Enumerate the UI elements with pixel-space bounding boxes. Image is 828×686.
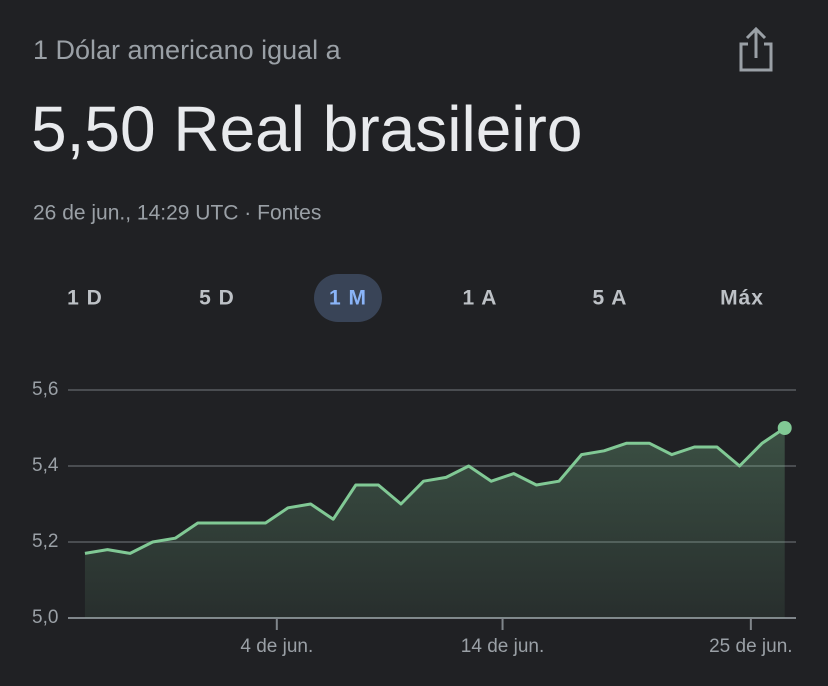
tab[interactable]: 1 M — [314, 274, 382, 322]
tab-label: 1 M — [329, 287, 367, 310]
x-tick-label: 25 de jun. — [709, 636, 792, 657]
share-box — [739, 42, 773, 72]
tab-label: Máx — [720, 287, 764, 310]
tab[interactable]: 5 D — [199, 287, 235, 310]
timestamp: 26 de jun., 14:29 UTC · Fontes — [33, 202, 321, 225]
y-tick-label: 5,0 — [32, 607, 58, 628]
subtitle: 1 Dólar americano igual a — [33, 35, 342, 65]
x-tick-label: 14 de jun. — [461, 636, 544, 657]
share-button[interactable] — [739, 26, 773, 72]
line — [84, 426, 786, 555]
range-tabs: 1 D 5 D 1 M 1 A 5 A Máx — [67, 274, 764, 322]
tab[interactable]: Máx — [720, 287, 764, 310]
tab-highlight — [314, 274, 382, 322]
result: 5,50 Real brasileiro — [31, 93, 582, 165]
y-tick-label: 5,4 — [32, 455, 59, 476]
share-arrow — [745, 26, 767, 58]
tab[interactable]: 1 A — [463, 287, 498, 310]
y-tick-label: 5,2 — [32, 531, 58, 552]
area — [84, 428, 785, 618]
tab-label: 5 D — [199, 287, 235, 310]
x-tick-label: 4 de jun. — [240, 636, 313, 657]
last-point — [777, 421, 792, 435]
tab[interactable]: 5 A — [593, 287, 628, 310]
chart: 5,0 5,2 5,4 5,6 4 de jun. 14 de jun. 25 de jun… — [32, 379, 796, 657]
tab[interactable]: 1 D — [67, 287, 103, 310]
tab-label: 1 A — [463, 287, 498, 310]
y-tick-label: 5,6 — [32, 379, 58, 400]
tab-label: 1 D — [67, 287, 103, 310]
tab-label: 5 A — [593, 287, 628, 310]
